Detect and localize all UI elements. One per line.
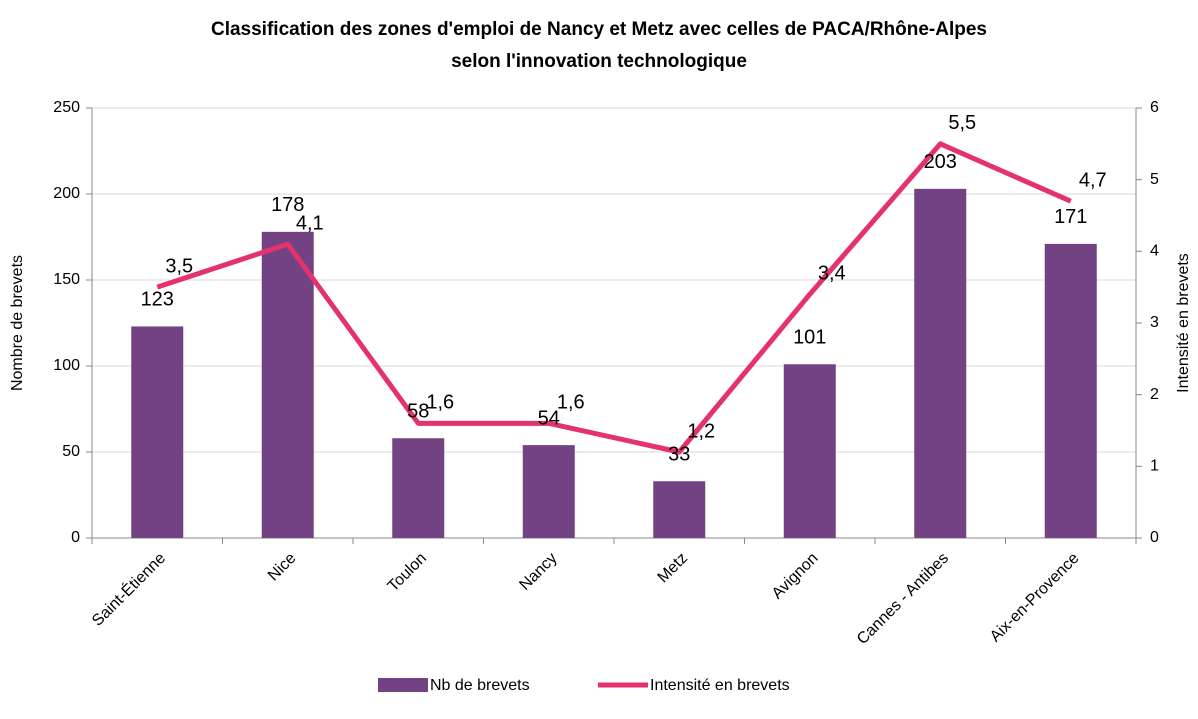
line-value-label: 4,7 bbox=[1079, 169, 1107, 191]
x-tick-label: Nice bbox=[265, 550, 300, 585]
y2-tick-label: 6 bbox=[1150, 99, 1159, 116]
bar bbox=[653, 481, 706, 538]
bar bbox=[261, 231, 314, 538]
y-tick-label: 100 bbox=[53, 357, 80, 374]
line-value-label: 1,6 bbox=[557, 392, 585, 414]
line-value-label: 5,5 bbox=[948, 112, 976, 134]
x-tick-label: Aix-en-Provence bbox=[987, 550, 1083, 646]
y2-tick-label: 1 bbox=[1150, 458, 1159, 475]
y2-axis-title: Intensité en brevets bbox=[1175, 253, 1192, 393]
bar-value-label: 101 bbox=[793, 327, 826, 349]
bar bbox=[783, 364, 836, 538]
bar bbox=[522, 445, 575, 538]
y2-tick-label: 5 bbox=[1150, 171, 1159, 188]
bar bbox=[914, 188, 967, 538]
y-tick-label: 250 bbox=[53, 99, 80, 116]
line-value-label: 1,2 bbox=[687, 420, 715, 442]
x-tick-label: Cannes - Antibes bbox=[854, 550, 952, 648]
line-value-label: 4,1 bbox=[296, 212, 324, 234]
bar-value-label: 54 bbox=[538, 407, 560, 429]
y-tick-label: 200 bbox=[53, 185, 80, 202]
x-tick-label: Toulon bbox=[385, 550, 430, 595]
chart-title: Classification des zones d'emploi de Nan… bbox=[211, 19, 987, 40]
y-tick-label: 150 bbox=[53, 271, 80, 288]
line-value-label: 3,5 bbox=[165, 255, 193, 277]
y2-tick-label: 4 bbox=[1150, 243, 1159, 260]
x-tick-label: Nancy bbox=[516, 550, 560, 594]
bar bbox=[1044, 243, 1097, 538]
x-tick-label: Metz bbox=[655, 550, 692, 587]
y2-tick-label: 0 bbox=[1150, 529, 1159, 546]
line-value-label: 1,6 bbox=[426, 392, 454, 414]
line bbox=[156, 141, 1072, 455]
bar bbox=[392, 438, 445, 538]
bar-value-label: 203 bbox=[924, 151, 957, 173]
y2-tick-label: 2 bbox=[1150, 386, 1159, 403]
y-tick-label: 50 bbox=[62, 443, 80, 460]
bar-value-label: 171 bbox=[1054, 206, 1087, 228]
legend-swatch bbox=[378, 678, 428, 692]
bar-value-label: 33 bbox=[668, 444, 690, 466]
x-tick-label: Saint-Étienne bbox=[88, 548, 169, 629]
legend-label: Intensité en brevets bbox=[650, 677, 790, 694]
bar-value-label: 58 bbox=[407, 401, 429, 423]
bar-value-label: 178 bbox=[271, 194, 304, 216]
line-value-label: 3,4 bbox=[818, 263, 846, 285]
bar-value-label: 123 bbox=[141, 289, 174, 311]
bar bbox=[131, 326, 184, 538]
y-tick-label: 0 bbox=[71, 529, 80, 546]
y2-tick-label: 3 bbox=[1150, 314, 1159, 331]
y-axis-title: Nombre de brevets bbox=[9, 255, 26, 391]
chart-subtitle: selon l'innovation technologique bbox=[451, 51, 747, 72]
legend-label: Nb de brevets bbox=[430, 677, 530, 694]
x-tick-label: Avignon bbox=[769, 550, 822, 603]
